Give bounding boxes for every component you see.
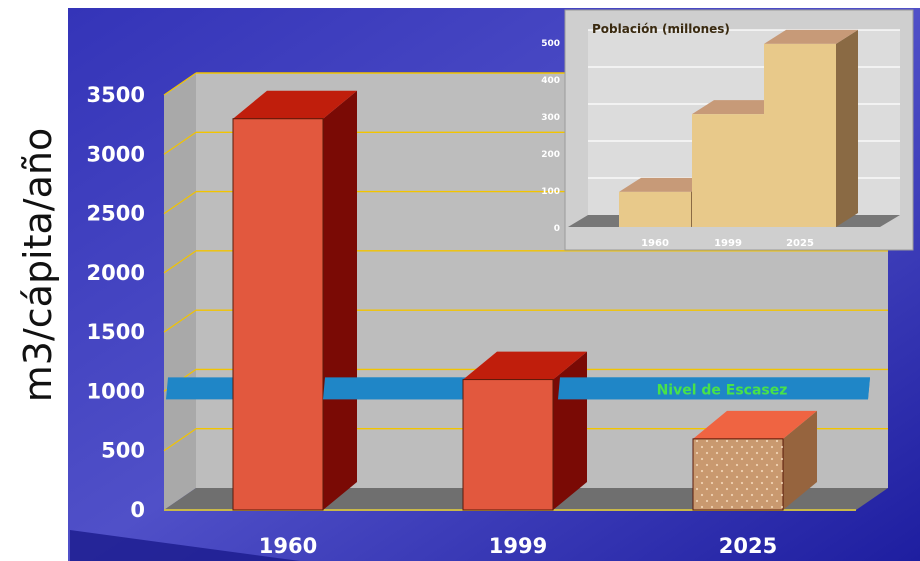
inset-y-tick-label: 400: [541, 76, 560, 86]
inset-x-tick-label: 1960: [641, 238, 669, 249]
x-tick-label: 2025: [719, 534, 777, 558]
inset-bar: [619, 191, 691, 227]
x-tick-label: 1960: [259, 534, 317, 558]
bar-top: [463, 351, 587, 380]
bar-side: [323, 90, 357, 510]
bar-side: [783, 410, 817, 510]
gridline-side: [163, 72, 197, 96]
bar: [462, 379, 554, 511]
bar: [232, 118, 324, 511]
inset-y-tick-label: 300: [541, 113, 560, 123]
bar-texture: [693, 438, 783, 510]
y-tick-label: 500: [101, 439, 145, 463]
y-tick-label: 1500: [87, 320, 145, 344]
gridline-side: [163, 131, 197, 155]
y-axis-label-text: m3/cápita/año: [16, 127, 60, 403]
inset-x-tick-label: 1999: [714, 238, 742, 249]
annotation-label: Nivel de Escasez: [657, 382, 788, 398]
gridline-side: [163, 191, 197, 215]
inset-bar-top: [764, 29, 858, 44]
inset-y-tick-label: 200: [541, 150, 560, 160]
gridline-side: [163, 250, 197, 274]
inset-bar-side: [836, 29, 858, 227]
inset-y-tick-label: 100: [541, 187, 560, 197]
background-swoosh: [70, 530, 300, 561]
plot-left-wall: [164, 73, 196, 510]
inset-bar-top: [619, 177, 713, 192]
x-tick-label: 1999: [489, 534, 547, 558]
gridline-side: [163, 309, 197, 333]
inset-bar: [692, 114, 764, 227]
y-tick-label: 0: [130, 498, 145, 522]
inset-title: Población (millones): [592, 22, 730, 36]
inset-bar-top: [692, 100, 786, 115]
scarcity-band-front: [558, 377, 870, 400]
inset-y-tick-label: 500: [541, 39, 560, 49]
bar-top: [233, 90, 357, 119]
y-tick-label: 2500: [87, 202, 145, 226]
y-axis-label: m3/cápita/año: [8, 100, 68, 430]
y-tick-label: 2000: [87, 261, 145, 285]
inset-bar: [764, 43, 836, 227]
y-tick-label: 3000: [87, 142, 145, 166]
bar-top: [693, 410, 817, 439]
y-tick-label: 1000: [87, 379, 145, 403]
inset-x-tick-label: 2025: [786, 238, 814, 249]
scarcity-band-mid: [323, 377, 462, 400]
gridline-side: [163, 428, 197, 452]
y-tick-label: 3500: [87, 83, 145, 107]
inset-y-tick-label: 0: [554, 224, 560, 234]
